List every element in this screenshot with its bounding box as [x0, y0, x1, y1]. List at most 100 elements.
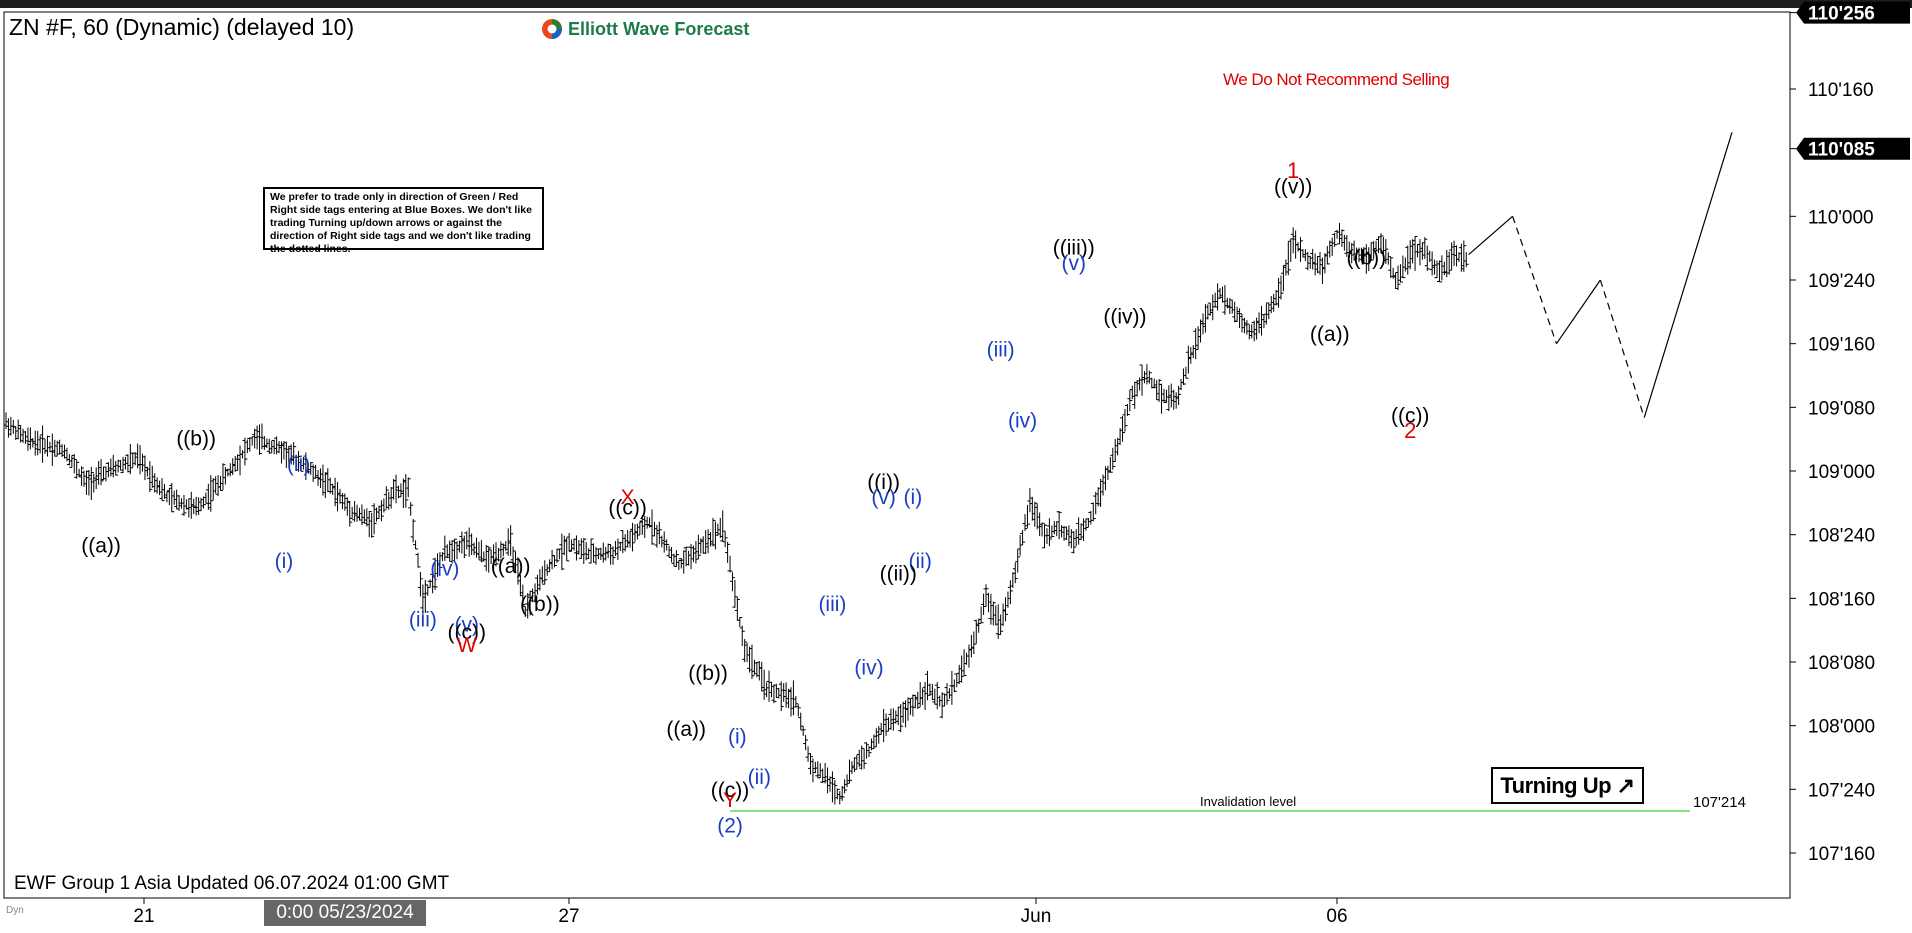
ohlc-bar [147, 461, 153, 493]
wave-label: (ii) [287, 453, 310, 476]
wave-label: ((ii)) [880, 563, 917, 586]
ohlc-bar [1424, 245, 1430, 271]
ohlc-bar [859, 745, 865, 770]
ohlc-bar [1107, 457, 1113, 473]
ohlc-bar [732, 579, 738, 608]
ohlc-bar [1003, 597, 1009, 622]
ohlc-bar [1463, 252, 1469, 268]
wave-label: ((b)) [1346, 247, 1386, 270]
ohlc-bar [861, 748, 867, 769]
ohlc-bar [734, 596, 740, 621]
ohlc-bar [40, 425, 46, 463]
ohlc-bar [905, 697, 911, 721]
ohlc-bar [1461, 240, 1467, 272]
ohlc-bar [564, 537, 570, 562]
wave-label: ((c)) [1391, 405, 1429, 428]
ohlc-bar [610, 546, 616, 565]
ohlc-bar [739, 625, 745, 647]
wave-label: W [457, 634, 477, 657]
ohlc-bar [664, 539, 670, 551]
y-tick-label: 109'000 [1808, 462, 1875, 483]
ohlc-bar [257, 424, 263, 455]
ohlc-bar [588, 538, 594, 564]
y-tick-label: 110'160 [1808, 80, 1874, 101]
update-footer: EWF Group 1 Asia Updated 06.07.2024 01:0… [14, 873, 450, 894]
ohlc-bar [793, 696, 799, 708]
ohlc-bar [1122, 408, 1128, 432]
ohlc-bar [915, 691, 921, 709]
ohlc-bar [559, 533, 565, 570]
wave-label: (i) [728, 725, 747, 748]
ohlc-bar [1183, 366, 1189, 379]
y-tick-label: 107'240 [1808, 780, 1875, 801]
crosshair-date: 0:00 05/23/2024 [264, 900, 426, 926]
wave-label: ((b)) [520, 593, 560, 616]
ohlc-bar [710, 517, 716, 547]
ohlc-bar [493, 542, 499, 567]
ohlc-bar [1024, 504, 1030, 528]
ohlc-bar [486, 547, 492, 573]
wave-label: ((a)) [81, 534, 121, 557]
ohlc-bar [552, 555, 558, 568]
wave-label: (iv) [854, 657, 883, 680]
ohlc-bar [1397, 264, 1403, 283]
no-sell-warning: We Do Not Recommend Selling [1223, 70, 1450, 89]
ohlc-bar [1339, 229, 1345, 247]
ohlc-bar [971, 631, 977, 655]
wave-label: (iii) [987, 338, 1015, 361]
wave-label: ((c)) [448, 621, 486, 644]
ohlc-bar [800, 726, 806, 736]
y-tick-label: 107'160 [1808, 844, 1875, 865]
wave-label: (iii) [409, 608, 437, 631]
ohlc-bar [1237, 308, 1243, 329]
ohlc-bar [1120, 416, 1126, 442]
ohlc-bar [729, 572, 735, 592]
ohlc-bar [461, 535, 467, 559]
y-tick-label: 109'240 [1808, 271, 1875, 292]
ohlc-bar [1071, 531, 1077, 554]
ohlc-bar [834, 788, 840, 800]
price-badge [1796, 137, 1910, 160]
ohlc-bar [298, 458, 304, 472]
wave-label: ((iii)) [1053, 237, 1095, 260]
ohlc-bar [1127, 389, 1133, 412]
ohlc-bar [842, 779, 848, 794]
time-axis: 21 27 Jun 06 [133, 898, 1348, 927]
ohlc-bar [383, 486, 389, 509]
wave-label: (i) [275, 550, 294, 573]
invalidation-value: 107'214 [1693, 794, 1746, 811]
ohlc-bar [727, 555, 733, 573]
ohlc-bar [673, 550, 679, 567]
ohlc-bar [722, 531, 728, 548]
wave-label: ((b)) [176, 428, 216, 451]
y-tick-label: 110'085 [1808, 140, 1875, 161]
ohlc-bar [771, 684, 777, 704]
y-tick-label: 108'240 [1808, 526, 1875, 547]
wave-label: X [621, 486, 635, 509]
ohlc-bar [220, 463, 226, 490]
ohlc-bar [1412, 235, 1418, 271]
wave-label: 2 [1404, 418, 1416, 443]
trading-note: We prefer to trade only in direction of … [263, 187, 544, 255]
price-axis: 110'256 110'160 110'085 110'000 109'240 109'1… [1790, 1, 1910, 865]
wave-label: ((v)) [1274, 175, 1312, 198]
ohlc-bar [413, 540, 419, 550]
ohlc-bar [483, 544, 489, 572]
ohlc-bar [737, 617, 743, 627]
ohlc-bar [832, 779, 838, 805]
ohlc-bar [695, 534, 701, 560]
y-tick-label: 109'160 [1808, 335, 1875, 356]
ohlc-bar [1324, 246, 1330, 265]
wave-label: ((c)) [711, 779, 749, 802]
ohlc-bar [1244, 320, 1250, 335]
price-bars [3, 222, 1469, 805]
wave-label: Y [723, 789, 737, 812]
ohlc-bar [1124, 404, 1130, 416]
ohlc-bar [720, 510, 726, 542]
ohlc-bar [749, 644, 755, 679]
projection-segment [1643, 132, 1733, 418]
ohlc-bar [513, 551, 519, 574]
ohlc-bar [366, 510, 372, 538]
ohlc-bar [1436, 260, 1442, 283]
